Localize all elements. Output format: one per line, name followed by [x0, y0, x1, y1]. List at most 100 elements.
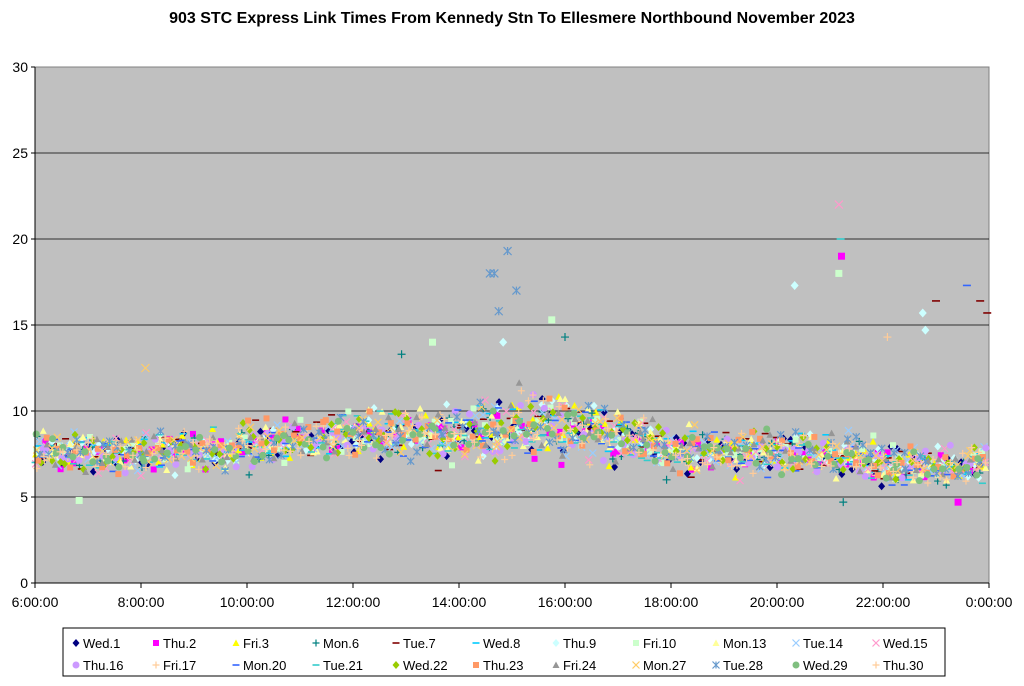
data-point-thu-30 — [649, 446, 657, 454]
data-point-wed-29 — [643, 441, 651, 449]
data-point-wed-29 — [115, 463, 123, 471]
data-point-wed-29 — [742, 445, 750, 453]
data-point-thu-23 — [693, 436, 700, 443]
data-point-thu-30 — [594, 431, 602, 439]
y-tick-label: 0 — [20, 575, 28, 591]
data-point-fri-17 — [440, 416, 448, 424]
data-point-mon-27 — [780, 463, 789, 472]
data-point-mon-6 — [245, 471, 253, 479]
data-point-tue-14 — [844, 426, 853, 435]
data-point-fri-10 — [792, 436, 799, 443]
data-point-wed-22 — [262, 438, 270, 447]
data-point-thu-23 — [376, 429, 383, 436]
data-point-thu-2 — [333, 444, 340, 451]
data-point-fri-24 — [441, 424, 449, 431]
data-point-tue-14 — [471, 411, 480, 420]
data-point-thu-30 — [635, 448, 643, 456]
data-point-thu-23 — [567, 438, 574, 445]
data-point-mon-13 — [79, 433, 87, 440]
data-point-tue-28 — [653, 439, 661, 448]
data-point-thu-23 — [154, 444, 161, 451]
data-point-thu-23 — [811, 433, 818, 440]
data-point-fri-17 — [92, 462, 100, 470]
data-point-thu-16 — [75, 456, 83, 464]
data-point-thu-23 — [387, 420, 394, 427]
data-point-fri-24 — [98, 459, 106, 467]
data-point-wed-29 — [973, 471, 981, 479]
data-point-thu-30 — [529, 391, 537, 399]
data-point-mon-13 — [488, 412, 496, 419]
data-point-fri-24 — [482, 441, 490, 448]
data-point-wed-29 — [89, 458, 97, 466]
data-point-mon-27 — [134, 435, 142, 444]
y-tick-label: 5 — [20, 489, 28, 505]
data-point-thu-30 — [45, 454, 53, 462]
data-point-thu-2 — [42, 438, 49, 445]
data-point-fri-24 — [128, 436, 136, 443]
data-point-thu-9 — [921, 325, 930, 335]
data-point-wed-29 — [522, 430, 530, 438]
x-tick-label: 18:00:00 — [644, 594, 699, 610]
data-point-thu-2 — [478, 433, 485, 440]
data-point-mon-13 — [66, 440, 74, 448]
legend-label-tue-7: Tue.7 — [403, 636, 436, 651]
data-point-fri-3 — [454, 433, 462, 441]
data-point-wed-29 — [736, 454, 744, 462]
data-point-thu-16 — [876, 454, 884, 462]
data-point-fri-17 — [180, 427, 188, 435]
data-point-thu-9 — [790, 280, 799, 290]
data-point-thu-30 — [553, 436, 561, 444]
legend-label-thu-30: Thu.30 — [883, 658, 923, 673]
data-point-mon-27 — [150, 446, 158, 455]
data-point-mon-6 — [588, 409, 596, 417]
data-point-fri-24 — [636, 429, 644, 436]
data-point-thu-30 — [345, 451, 353, 459]
data-point-thu-23 — [305, 423, 312, 430]
data-point-thu-2 — [805, 456, 812, 463]
y-tick-label: 15 — [12, 317, 28, 333]
legend-label-mon-6: Mon.6 — [323, 636, 359, 651]
data-point-tue-28 — [299, 425, 308, 434]
data-point-wed-29 — [319, 443, 327, 451]
data-point-fri-24 — [172, 454, 180, 462]
data-point-wed-29 — [259, 451, 267, 459]
data-point-tue-28 — [474, 427, 483, 436]
data-point-fri-3 — [488, 431, 496, 438]
data-point-thu-23 — [942, 454, 949, 461]
data-point-tue-28 — [105, 437, 114, 446]
legend-marker-thu-9 — [552, 639, 560, 647]
data-point-fri-17 — [606, 437, 614, 445]
data-point-thu-30 — [244, 442, 252, 450]
data-point-wed-29 — [778, 471, 786, 479]
data-point-fri-24 — [571, 415, 579, 423]
data-point-tue-28 — [406, 457, 415, 466]
data-point-wed-29 — [608, 431, 616, 439]
data-point-wed-29 — [218, 458, 226, 466]
data-point-wed-22 — [365, 433, 373, 442]
data-point-fri-10 — [184, 466, 191, 473]
data-point-thu-2 — [837, 252, 845, 260]
data-point-thu-30 — [195, 465, 203, 473]
data-point-fri-24 — [952, 455, 960, 462]
data-point-thu-30 — [968, 444, 976, 452]
data-point-fri-10 — [835, 269, 843, 277]
data-point-thu-9 — [934, 442, 942, 451]
data-point-thu-30 — [924, 479, 932, 487]
data-point-wed-29 — [794, 455, 802, 463]
data-point-thu-30 — [586, 461, 594, 469]
data-point-mon-27 — [477, 403, 486, 411]
data-point-thu-2 — [218, 438, 225, 445]
data-point-fri-24 — [82, 468, 90, 475]
data-point-tue-28 — [730, 438, 739, 447]
data-point-thu-16 — [451, 407, 459, 415]
data-point-thu-30 — [178, 449, 186, 457]
data-point-fri-3 — [605, 462, 613, 470]
data-point-wed-22 — [700, 449, 708, 458]
data-point-wed-22 — [719, 456, 727, 465]
data-point-mon-27 — [164, 455, 173, 464]
data-point-wed-29 — [323, 454, 331, 462]
data-point-fri-10 — [870, 432, 877, 439]
data-point-thu-30 — [262, 445, 270, 453]
data-point-fri-17 — [888, 456, 896, 464]
legend-label-wed-29: Wed.29 — [803, 658, 848, 673]
